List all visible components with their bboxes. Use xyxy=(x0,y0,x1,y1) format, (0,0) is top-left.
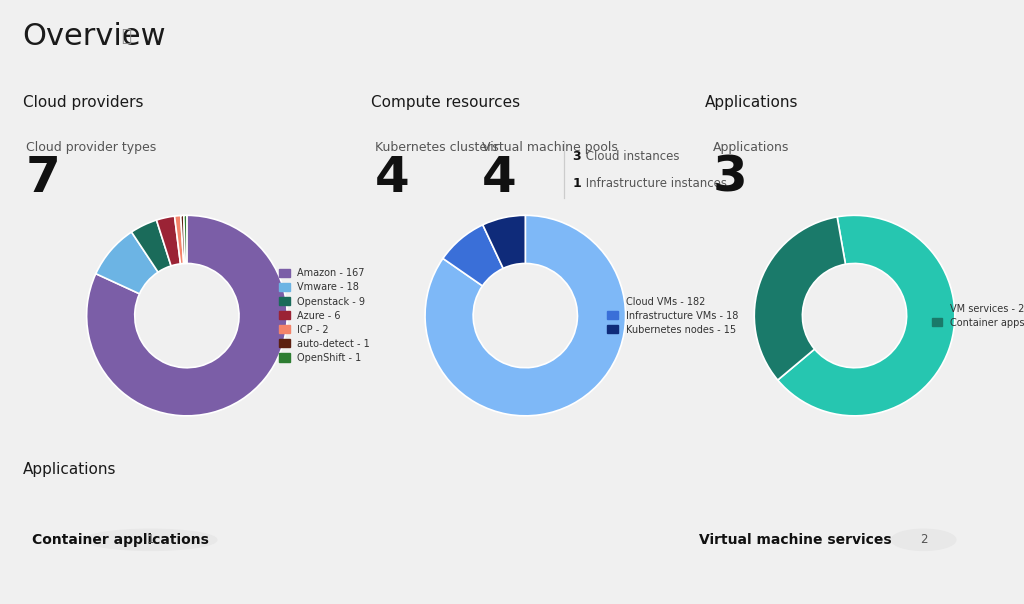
Text: Virtual machine pools: Virtual machine pools xyxy=(482,141,618,155)
Text: Applications: Applications xyxy=(713,141,788,155)
Legend: Cloud VMs - 182, Infrastructure VMs - 18, Kubernetes nodes - 15: Cloud VMs - 182, Infrastructure VMs - 18… xyxy=(605,295,740,336)
Legend: Amazon - 167, Vmware - 18, Openstack - 9, Azure - 6, ICP - 2, auto-detect - 1, O: Amazon - 167, Vmware - 18, Openstack - 9… xyxy=(276,266,372,365)
Text: Applications: Applications xyxy=(705,95,798,110)
Text: Cloud provider types: Cloud provider types xyxy=(26,141,156,155)
Text: 4: 4 xyxy=(375,154,410,202)
Legend: VM services - 2, Container apps - 1: VM services - 2, Container apps - 1 xyxy=(930,301,1024,330)
Text: Applications: Applications xyxy=(23,462,116,477)
Circle shape xyxy=(85,529,217,550)
Text: 3: 3 xyxy=(713,154,748,202)
Text: ⓘ: ⓘ xyxy=(121,27,131,45)
Wedge shape xyxy=(96,232,158,294)
Text: Compute resources: Compute resources xyxy=(371,95,520,110)
Text: Cloud providers: Cloud providers xyxy=(23,95,143,110)
Wedge shape xyxy=(777,216,954,416)
Wedge shape xyxy=(425,215,626,416)
Text: Virtual machine services: Virtual machine services xyxy=(699,533,892,547)
Text: 2: 2 xyxy=(920,533,928,547)
Wedge shape xyxy=(87,215,287,416)
Wedge shape xyxy=(131,220,171,272)
Text: 7: 7 xyxy=(26,154,60,202)
Text: Cloud instances: Cloud instances xyxy=(582,150,679,163)
Text: 3: 3 xyxy=(572,150,581,163)
Wedge shape xyxy=(183,215,187,263)
Text: 4: 4 xyxy=(482,154,517,202)
Text: Overview: Overview xyxy=(23,22,166,51)
Wedge shape xyxy=(180,216,185,263)
Circle shape xyxy=(891,529,955,550)
Wedge shape xyxy=(443,225,503,286)
Wedge shape xyxy=(157,216,180,266)
Text: Container applications: Container applications xyxy=(32,533,209,547)
Text: Kubernetes clusters: Kubernetes clusters xyxy=(375,141,499,155)
Wedge shape xyxy=(482,215,525,268)
Wedge shape xyxy=(174,216,183,264)
Text: Infrastructure instances: Infrastructure instances xyxy=(582,176,727,190)
Text: 1: 1 xyxy=(147,533,155,547)
Text: 1: 1 xyxy=(572,176,581,190)
Wedge shape xyxy=(755,217,846,380)
